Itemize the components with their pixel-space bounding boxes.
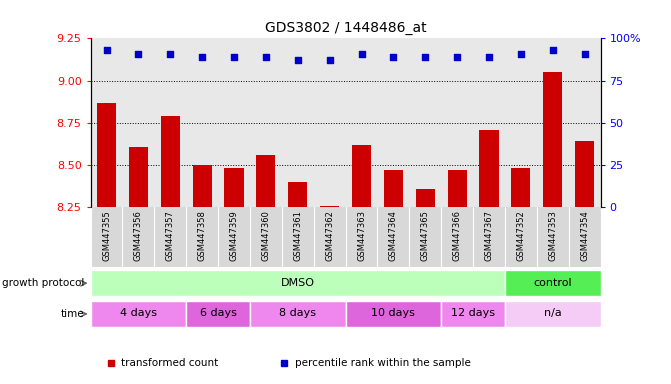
Text: transformed count: transformed count — [121, 358, 219, 368]
Text: GSM447356: GSM447356 — [134, 210, 143, 261]
Text: GSM447367: GSM447367 — [484, 210, 493, 262]
Text: 12 days: 12 days — [451, 308, 495, 318]
Bar — [224, 169, 244, 207]
Text: 10 days: 10 days — [372, 308, 415, 318]
Text: 4 days: 4 days — [120, 308, 157, 318]
Point — [356, 51, 367, 57]
Bar — [505, 301, 601, 327]
Text: GSM447360: GSM447360 — [262, 210, 270, 261]
Point — [420, 54, 431, 60]
Text: GSM447362: GSM447362 — [325, 210, 334, 261]
Point — [293, 57, 303, 63]
Text: GSM447353: GSM447353 — [548, 210, 557, 261]
Text: growth protocol: growth protocol — [1, 278, 84, 288]
Text: control: control — [533, 278, 572, 288]
Text: DMSO: DMSO — [280, 278, 315, 288]
Text: GSM447361: GSM447361 — [293, 210, 302, 261]
Text: GSM447354: GSM447354 — [580, 210, 589, 261]
Bar — [505, 270, 601, 296]
Point — [452, 54, 462, 60]
Text: GSM447364: GSM447364 — [389, 210, 398, 261]
Bar — [442, 301, 505, 327]
Bar — [415, 189, 435, 207]
Text: GSM447357: GSM447357 — [166, 210, 174, 261]
Point — [388, 54, 399, 60]
Point — [165, 51, 176, 57]
Text: 6 days: 6 days — [200, 308, 236, 318]
Point — [484, 54, 495, 60]
Bar — [543, 72, 562, 207]
Bar — [448, 170, 466, 207]
Bar — [91, 270, 505, 296]
Text: GSM447363: GSM447363 — [357, 210, 366, 262]
Bar — [91, 301, 186, 327]
Text: GSM447359: GSM447359 — [229, 210, 238, 261]
Text: time: time — [60, 309, 84, 319]
Text: GSM447355: GSM447355 — [102, 210, 111, 261]
Text: GSM447365: GSM447365 — [421, 210, 429, 261]
Text: GSM447358: GSM447358 — [198, 210, 207, 261]
Text: GSM447366: GSM447366 — [453, 210, 462, 262]
Text: percentile rank within the sample: percentile rank within the sample — [295, 358, 470, 368]
Bar — [186, 301, 250, 327]
Bar — [384, 170, 403, 207]
Title: GDS3802 / 1448486_at: GDS3802 / 1448486_at — [265, 21, 426, 35]
Bar — [129, 147, 148, 207]
Bar — [346, 301, 441, 327]
Point — [324, 57, 335, 63]
Text: n/a: n/a — [544, 308, 562, 318]
Bar — [575, 141, 595, 207]
Bar — [352, 145, 371, 207]
Bar — [193, 165, 212, 207]
Bar — [256, 155, 275, 207]
Point — [197, 54, 207, 60]
Bar — [288, 182, 307, 207]
Bar — [250, 301, 346, 327]
Point — [260, 54, 271, 60]
Bar — [511, 169, 530, 207]
Bar — [479, 130, 499, 207]
Point — [133, 51, 144, 57]
Bar — [97, 103, 116, 207]
Point — [515, 51, 526, 57]
Text: GSM447352: GSM447352 — [517, 210, 525, 261]
Text: 8 days: 8 days — [279, 308, 316, 318]
Point — [548, 47, 558, 53]
Bar — [320, 206, 339, 207]
Point — [229, 54, 240, 60]
Point — [101, 47, 112, 53]
Point — [579, 51, 590, 57]
Bar — [161, 116, 180, 207]
